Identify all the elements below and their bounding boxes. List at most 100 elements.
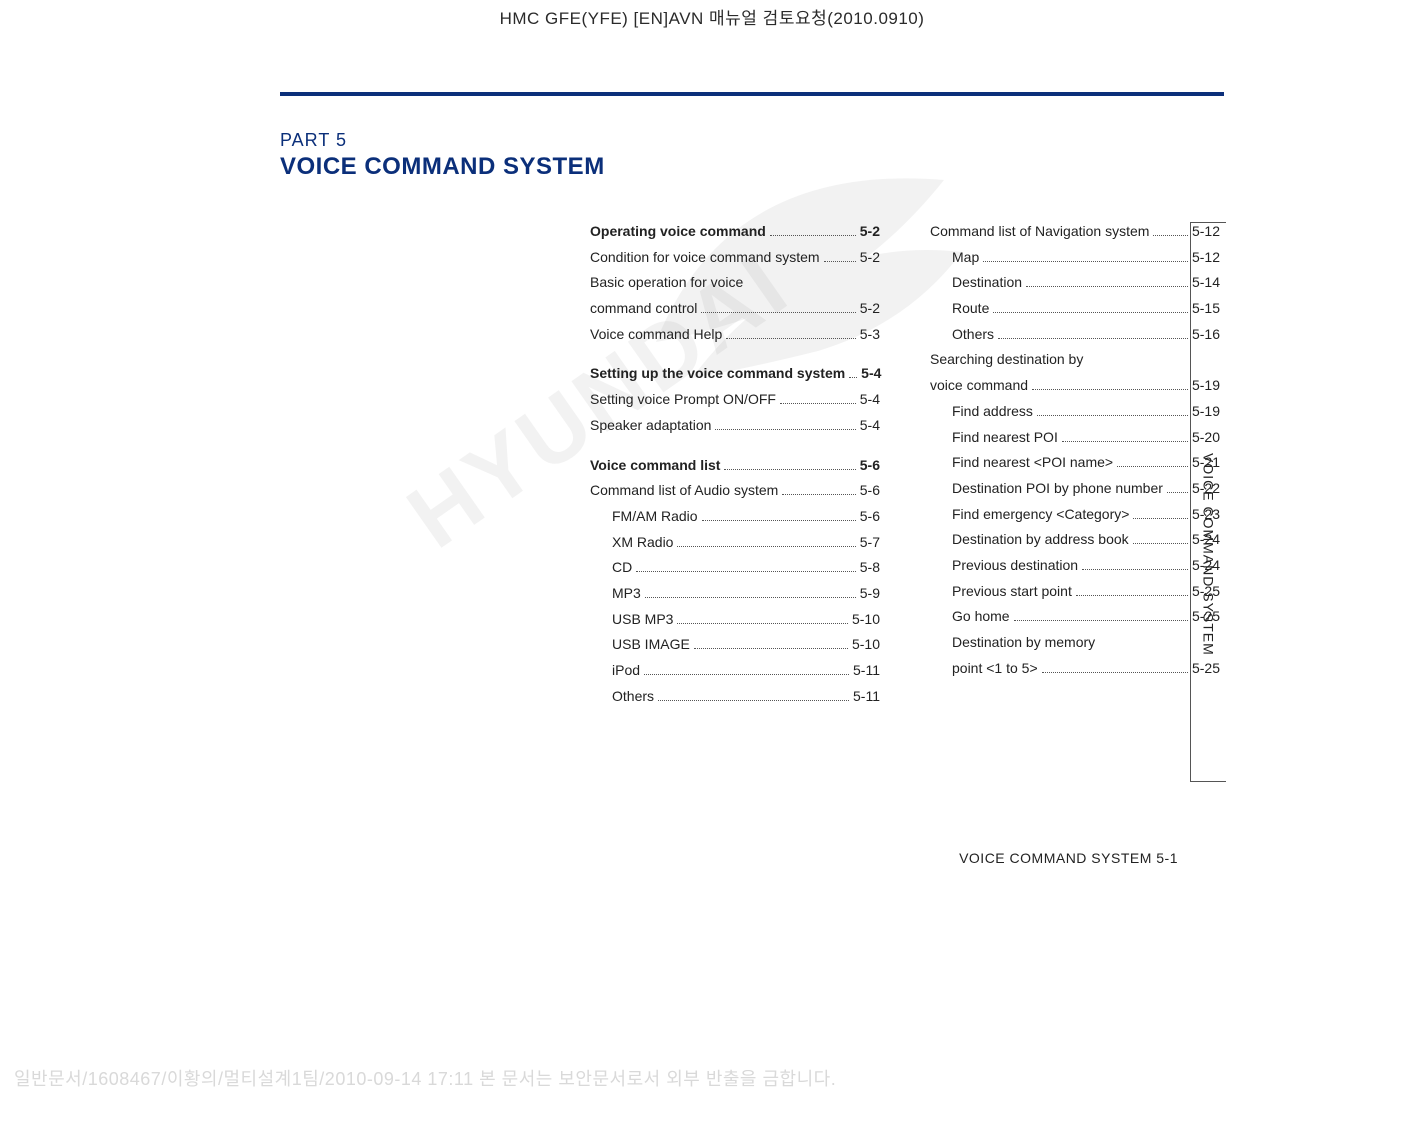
toc-label: Destination by address book bbox=[930, 529, 1129, 551]
toc-page: 5-10 bbox=[852, 634, 880, 656]
toc-dots bbox=[849, 377, 857, 378]
toc-row: USB IMAGE 5-10 bbox=[590, 634, 880, 656]
toc-dots bbox=[1082, 569, 1188, 570]
toc-row: Voice command Help 5-3 bbox=[590, 324, 880, 346]
toc-row: Previous start point5-25 bbox=[930, 581, 1220, 603]
toc-label: MP3 bbox=[590, 583, 641, 605]
toc-row: Destination5-14 bbox=[930, 272, 1220, 294]
toc-label: Destination POI by phone number bbox=[930, 478, 1163, 500]
toc-dots bbox=[636, 571, 856, 572]
toc-label: Find nearest <POI name> bbox=[930, 452, 1113, 474]
toc-dots bbox=[715, 429, 855, 430]
toc-row: FM/AM Radio5-6 bbox=[590, 506, 880, 528]
toc-label: Voice command Help bbox=[590, 324, 722, 346]
toc-dots bbox=[1042, 672, 1188, 673]
toc-dots bbox=[782, 494, 855, 495]
toc-row: Command list of Audio system5-6 bbox=[590, 480, 880, 502]
toc-column-1: Operating voice command5-2Condition for … bbox=[590, 221, 880, 711]
toc-row: Setting up the voice command system5-4 bbox=[590, 363, 880, 385]
toc-row: Command list of Navigation system5-12 bbox=[930, 221, 1220, 243]
toc-row: MP35-9 bbox=[590, 583, 880, 605]
toc-dots bbox=[726, 338, 855, 339]
toc-label: CD bbox=[590, 557, 632, 579]
toc-row: Previous destination5-24 bbox=[930, 555, 1220, 577]
toc-label: Previous start point bbox=[930, 581, 1072, 603]
toc-dots bbox=[701, 312, 855, 313]
toc-label: Destination by memory bbox=[930, 632, 1095, 654]
toc-dots bbox=[983, 261, 1188, 262]
toc: Operating voice command5-2Condition for … bbox=[590, 221, 1224, 711]
toc-column-2: Command list of Navigation system5-12 Map… bbox=[930, 221, 1220, 711]
toc-label: Searching destination by bbox=[930, 349, 1083, 371]
toc-row: Find nearest <POI name>5-21 bbox=[930, 452, 1220, 474]
toc-dots bbox=[645, 597, 856, 598]
toc-dots bbox=[780, 403, 856, 404]
toc-label: USB IMAGE bbox=[590, 634, 690, 656]
toc-page: 5-2 bbox=[860, 298, 880, 320]
toc-row: Voice command list5-6 bbox=[590, 455, 880, 477]
toc-label: voice command bbox=[930, 375, 1028, 397]
toc-page: 5-6 bbox=[860, 506, 880, 528]
toc-dots bbox=[770, 235, 856, 236]
toc-label: Others bbox=[590, 686, 654, 708]
toc-row: point <1 to 5>5-25 bbox=[930, 658, 1220, 680]
toc-row: Destination by memory bbox=[930, 632, 1220, 654]
toc-label: USB MP3 bbox=[590, 609, 673, 631]
toc-row: Speaker adaptation 5-4 bbox=[590, 415, 880, 437]
toc-label: Go home bbox=[930, 606, 1010, 628]
toc-page: 5-8 bbox=[860, 557, 880, 579]
security-footer: 일반문서/1608467/이황의/멀티설계1팀/2010-09-14 17:11… bbox=[14, 1065, 836, 1091]
toc-dots bbox=[677, 623, 848, 624]
toc-dots bbox=[1133, 518, 1188, 519]
toc-dots bbox=[1062, 441, 1188, 442]
toc-dots bbox=[1032, 389, 1188, 390]
toc-label: command control bbox=[590, 298, 697, 320]
toc-dots bbox=[694, 648, 848, 649]
toc-row: Others 5-11 bbox=[590, 686, 880, 708]
toc-dots bbox=[1026, 286, 1188, 287]
toc-label: Destination bbox=[930, 272, 1022, 294]
toc-row: Map5-12 bbox=[930, 247, 1220, 269]
toc-row: Route5-15 bbox=[930, 298, 1220, 320]
doc-header: HMC GFE(YFE) [EN]AVN 매뉴얼 검토요청(2010.0910) bbox=[0, 4, 1424, 29]
toc-label: Find emergency <Category> bbox=[930, 504, 1129, 526]
toc-page: 5-4 bbox=[860, 415, 880, 437]
toc-row: Destination POI by phone number5-22 bbox=[930, 478, 1220, 500]
toc-dots bbox=[702, 520, 856, 521]
toc-page: 5-6 bbox=[860, 455, 880, 477]
toc-dots bbox=[658, 700, 849, 701]
toc-dots bbox=[724, 469, 855, 470]
toc-dots bbox=[1076, 595, 1188, 596]
toc-label: Find nearest POI bbox=[930, 427, 1058, 449]
toc-label: Speaker adaptation bbox=[590, 415, 711, 437]
toc-row: Find nearest POI5-20 bbox=[930, 427, 1220, 449]
toc-row: voice command5-19 bbox=[930, 375, 1220, 397]
toc-row: Others5-16 bbox=[930, 324, 1220, 346]
toc-label: point <1 to 5> bbox=[930, 658, 1038, 680]
page-content: PART 5 VOICE COMMAND SYSTEM Operating vo… bbox=[280, 92, 1224, 711]
toc-label: Operating voice command bbox=[590, 221, 766, 243]
toc-page: 5-7 bbox=[860, 532, 880, 554]
toc-row: Operating voice command5-2 bbox=[590, 221, 880, 243]
toc-label: Condition for voice command system bbox=[590, 247, 820, 269]
toc-page: 5-3 bbox=[860, 324, 880, 346]
toc-dots bbox=[824, 261, 856, 262]
toc-label: Command list of Navigation system bbox=[930, 221, 1149, 243]
part-label: PART 5 bbox=[280, 130, 1224, 151]
toc-row: iPod5-11 bbox=[590, 660, 880, 682]
toc-label: Basic operation for voice bbox=[590, 272, 743, 294]
toc-page: 5-11 bbox=[853, 686, 880, 708]
toc-dots bbox=[1117, 466, 1188, 467]
section-rule bbox=[280, 92, 1224, 96]
toc-label: Setting voice Prompt ON/OFF bbox=[590, 389, 776, 411]
toc-row: Setting voice Prompt ON/OFF5-4 bbox=[590, 389, 880, 411]
side-tab: VOICE COMMAND SYSTEM bbox=[1190, 222, 1226, 782]
toc-dots bbox=[1167, 492, 1188, 493]
toc-label: Route bbox=[930, 298, 989, 320]
toc-page: 5-6 bbox=[860, 480, 880, 502]
toc-dots bbox=[677, 546, 855, 547]
toc-row: Searching destination by bbox=[930, 349, 1220, 371]
toc-label: Setting up the voice command system bbox=[590, 363, 845, 385]
toc-row: command control 5-2 bbox=[590, 298, 880, 320]
toc-page: 5-2 bbox=[860, 247, 880, 269]
